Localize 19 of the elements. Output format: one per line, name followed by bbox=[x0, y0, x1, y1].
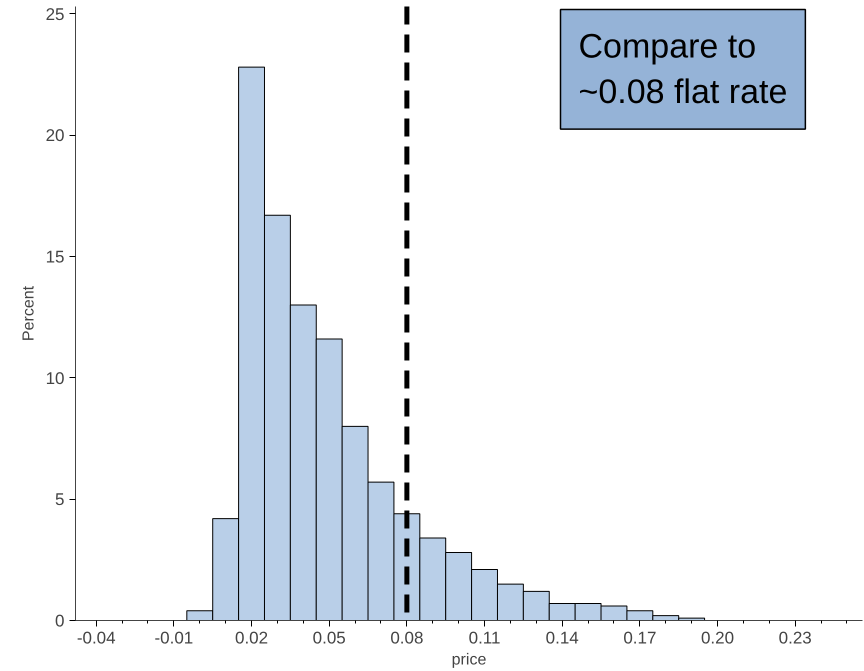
y-tick-label: 15 bbox=[46, 247, 65, 266]
x-tick-label: 0.08 bbox=[390, 628, 424, 648]
x-tick-label: 0.23 bbox=[778, 628, 812, 648]
y-tick-label: 5 bbox=[55, 490, 65, 510]
x-tick-label: -0.01 bbox=[154, 628, 194, 648]
y-tick-label: 20 bbox=[46, 126, 65, 146]
y-tick-label: 25 bbox=[46, 4, 65, 24]
x-tick-label: 0.11 bbox=[468, 628, 500, 648]
y-axis-title: Percent bbox=[20, 285, 38, 342]
x-tick-label: 0.05 bbox=[312, 628, 346, 648]
annotation: Compare to ~0.08 flat rate bbox=[578, 28, 788, 112]
x-tick-label: 0.14 bbox=[546, 628, 579, 648]
x-tick-label: -0.04 bbox=[76, 628, 116, 648]
x-axis-title: price bbox=[452, 652, 486, 668]
x-tick-label: 0.20 bbox=[700, 628, 734, 648]
x-tick-label: 0.17 bbox=[623, 628, 656, 648]
x-tick-label: 0.02 bbox=[234, 628, 268, 648]
y-tick-label: 0 bbox=[55, 612, 65, 630]
y-tick-label: 10 bbox=[46, 368, 65, 388]
